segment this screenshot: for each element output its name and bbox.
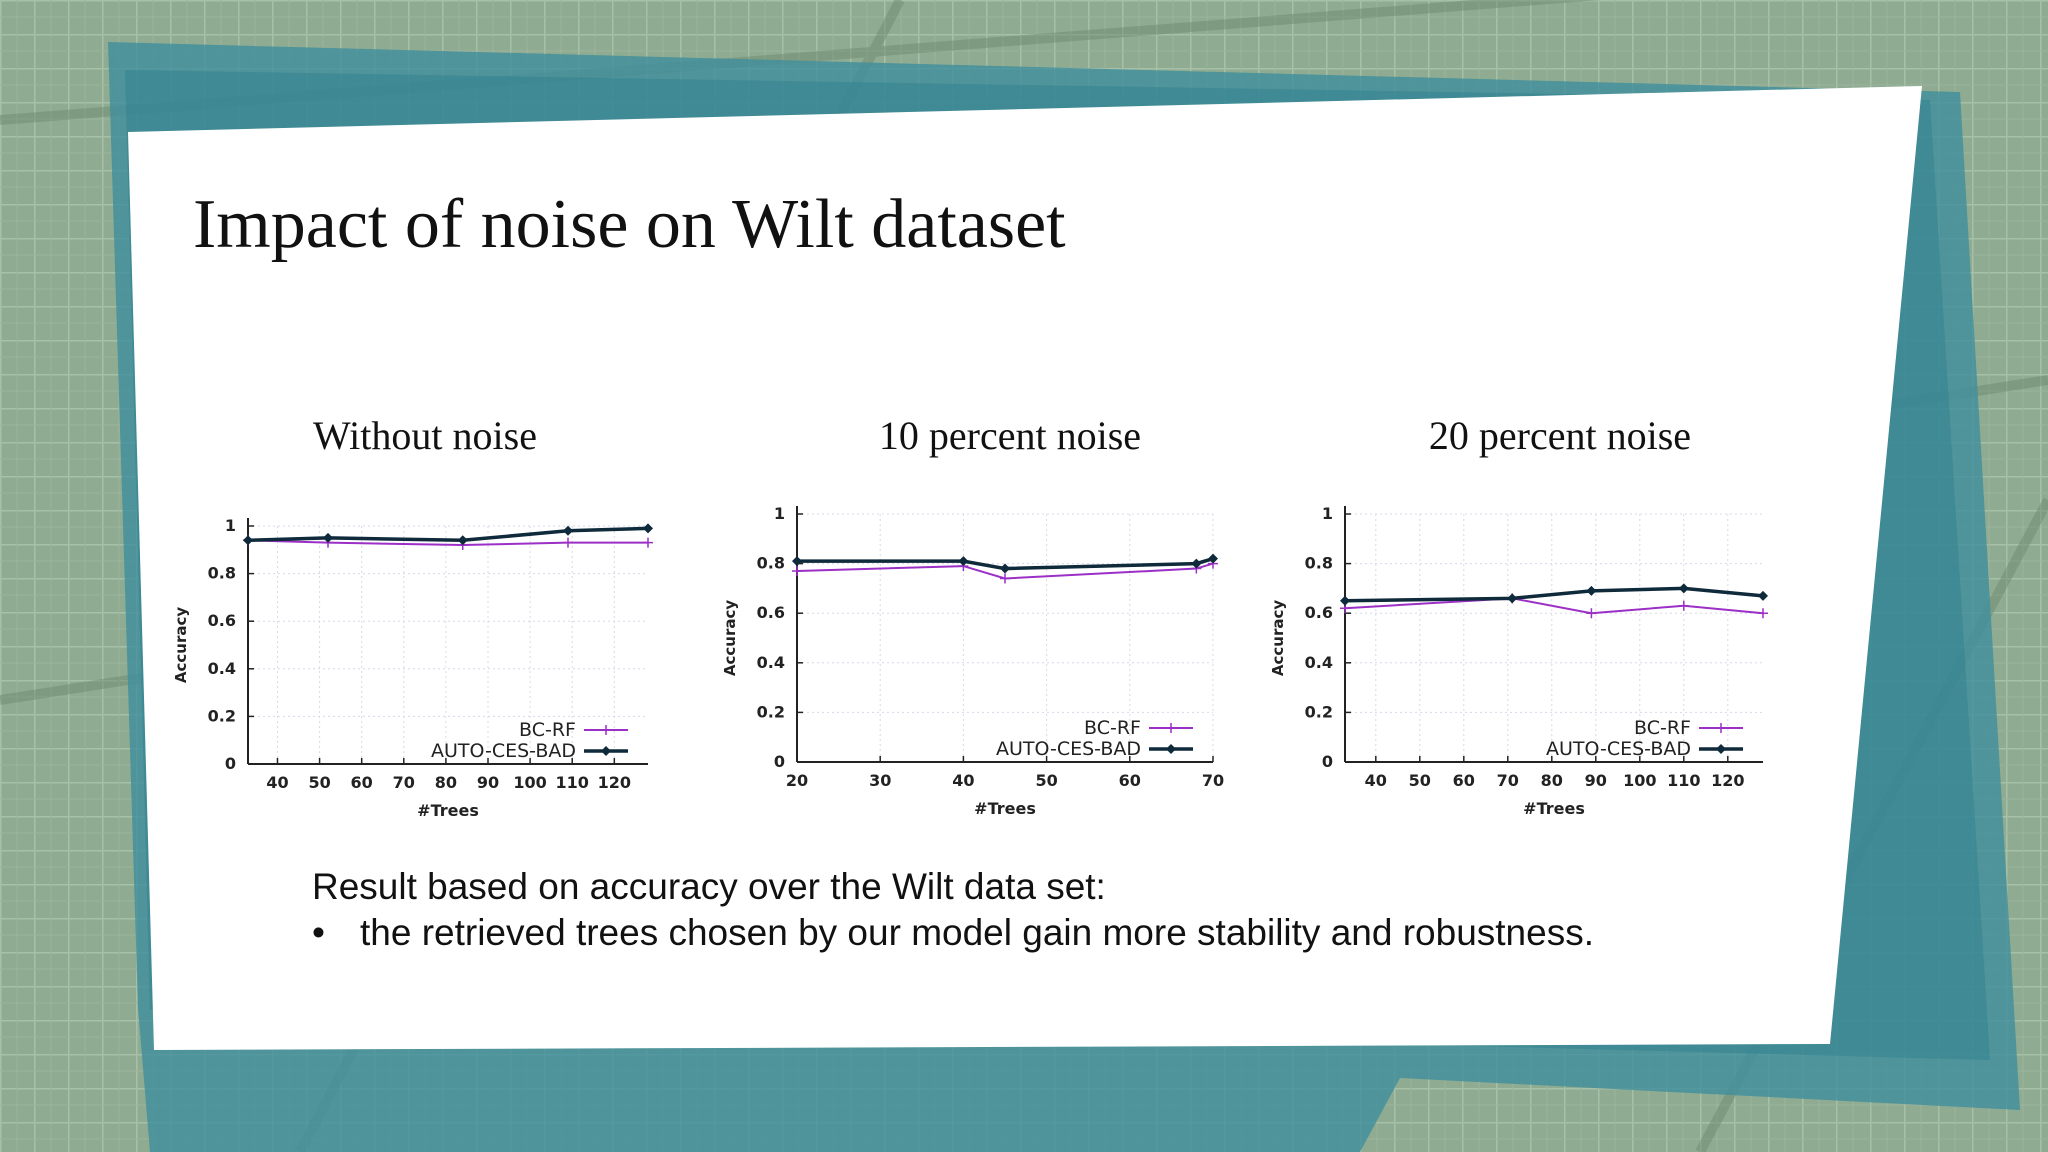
legend-marker bbox=[1716, 744, 1726, 754]
legend-label: BC-RF bbox=[1634, 717, 1691, 739]
x-tick-label: 50 bbox=[308, 773, 330, 792]
data-point-bc-rf bbox=[643, 537, 653, 548]
y-tick-label: 0.6 bbox=[1305, 603, 1333, 622]
x-tick-label: 90 bbox=[1585, 771, 1607, 790]
bullet-marker: • bbox=[312, 912, 325, 953]
x-axis-label: #Trees bbox=[1523, 799, 1585, 818]
y-tick-label: 0.4 bbox=[757, 653, 785, 672]
x-tick-label: 60 bbox=[1453, 771, 1475, 790]
series-line-auto-ces-bad bbox=[1344, 586, 1764, 603]
summary-text: Result based on accuracy over the Wilt d… bbox=[312, 866, 1106, 907]
y-tick-label: 0.2 bbox=[1305, 702, 1333, 721]
x-tick-label: 120 bbox=[598, 773, 631, 792]
chart-20-percent-noise: 40 50 60 70 80 90 100 110 120 0 0.2 0.4 0.6 0.8 1 #Tree… bbox=[1269, 504, 1768, 818]
legend-label: BC-RF bbox=[519, 719, 576, 741]
x-tick-label: 80 bbox=[435, 773, 457, 792]
data-point-bc-rf bbox=[563, 537, 573, 548]
x-tick-label: 40 bbox=[952, 771, 974, 790]
legend-label: AUTO-CES-BAD bbox=[996, 738, 1141, 760]
y-tick-label: 0.8 bbox=[208, 564, 236, 583]
data-point-bc-rf bbox=[1586, 608, 1597, 619]
data-point-bc-rf bbox=[1678, 600, 1689, 611]
y-tick-label: 0.8 bbox=[757, 554, 785, 573]
bullet-item: • the retrieved trees chosen by our model… bbox=[312, 912, 1594, 954]
x-tick-label: 20 bbox=[786, 771, 808, 790]
x-tick-label: 80 bbox=[1541, 771, 1563, 790]
data-point-auto-ces-bad bbox=[323, 532, 333, 543]
y-tick-label: 0.8 bbox=[1305, 554, 1333, 573]
y-tick-label: 0 bbox=[225, 754, 236, 773]
x-tick-label: 50 bbox=[1035, 771, 1057, 790]
x-axis-label: #Trees bbox=[417, 801, 479, 820]
x-tick-label: 40 bbox=[266, 773, 288, 792]
data-point-auto-ces-bad bbox=[1000, 563, 1010, 574]
chart-title-20-noise: 20 percent noise bbox=[1428, 413, 1692, 458]
y-tick-label: 1 bbox=[774, 504, 785, 523]
data-point-auto-ces-bad bbox=[1191, 558, 1202, 569]
legend-marker bbox=[1166, 723, 1176, 733]
data-point-bc-rf bbox=[1000, 573, 1010, 584]
data-point-auto-ces-bad bbox=[643, 523, 653, 534]
data-point-auto-ces-bad bbox=[563, 525, 573, 536]
x-tick-label: 120 bbox=[1711, 771, 1744, 790]
x-tick-label: 110 bbox=[1667, 771, 1700, 790]
data-point-auto-ces-bad bbox=[1507, 593, 1518, 604]
x-tick-label: 40 bbox=[1365, 771, 1387, 790]
legend-label: BC-RF bbox=[1084, 717, 1141, 739]
data-point-auto-ces-bad bbox=[1586, 585, 1597, 596]
y-tick-label: 0.6 bbox=[757, 603, 785, 622]
x-tick-label: 50 bbox=[1409, 771, 1431, 790]
data-point-auto-ces-bad bbox=[1678, 583, 1689, 594]
chart-title-10-noise: 10 percent noise bbox=[878, 413, 1142, 458]
x-tick-label: 30 bbox=[869, 771, 891, 790]
legend-marker bbox=[1716, 723, 1726, 733]
y-tick-label: 0 bbox=[774, 752, 785, 771]
x-tick-label: 110 bbox=[556, 773, 589, 792]
y-tick-label: 1 bbox=[1322, 504, 1333, 523]
legend-marker bbox=[601, 746, 611, 756]
y-tick-label: 0.6 bbox=[208, 611, 236, 630]
legend-marker bbox=[601, 725, 611, 735]
x-tick-label: 100 bbox=[513, 773, 546, 792]
y-tick-label: 0.2 bbox=[757, 702, 785, 721]
y-tick-label: 0.4 bbox=[1305, 653, 1333, 672]
data-point-auto-ces-bad bbox=[1340, 595, 1350, 606]
x-axis-label: #Trees bbox=[974, 799, 1036, 818]
y-tick-label: 0 bbox=[1322, 752, 1333, 771]
data-point-auto-ces-bad bbox=[1758, 590, 1768, 601]
slide-title: Impact of noise on Wilt dataset bbox=[193, 186, 1066, 263]
data-point-auto-ces-bad bbox=[243, 535, 253, 546]
y-axis-label: Accuracy bbox=[721, 600, 739, 676]
x-tick-label: 100 bbox=[1623, 771, 1656, 790]
series-line-auto-ces-bad bbox=[247, 526, 649, 543]
y-axis-label: Accuracy bbox=[1269, 600, 1287, 676]
bullet-text: the retrieved trees chosen by our model … bbox=[360, 912, 1594, 953]
data-point-auto-ces-bad bbox=[958, 556, 969, 567]
chart-title-no-noise: Without noise bbox=[313, 413, 537, 458]
data-point-auto-ces-bad bbox=[792, 556, 802, 567]
x-tick-label: 60 bbox=[1119, 771, 1141, 790]
y-tick-label: 1 bbox=[225, 516, 236, 535]
x-tick-label: 60 bbox=[351, 773, 373, 792]
data-point-auto-ces-bad bbox=[457, 535, 468, 546]
chart-10-percent-noise: 20 30 40 50 60 70 0 0.2 0.4 0.6 0.8 1 #Trees Accuracy… bbox=[721, 504, 1224, 818]
x-tick-label: 70 bbox=[1202, 771, 1224, 790]
data-point-bc-rf bbox=[1758, 608, 1768, 619]
data-point-auto-ces-bad bbox=[1208, 553, 1218, 564]
y-axis-label: Accuracy bbox=[172, 607, 190, 683]
y-tick-label: 0.4 bbox=[208, 659, 236, 678]
legend-label: AUTO-CES-BAD bbox=[431, 740, 576, 762]
x-tick-label: 70 bbox=[393, 773, 415, 792]
chart-without-noise: 40 50 60 70 80 90 100 110 120 0 0.2 0.4 0.6 0.8 1 #Tree… bbox=[172, 516, 653, 820]
data-point-bc-rf bbox=[792, 566, 802, 577]
legend-marker bbox=[1166, 744, 1176, 754]
legend-label: AUTO-CES-BAD bbox=[1546, 738, 1691, 760]
x-tick-label: 90 bbox=[477, 773, 499, 792]
x-tick-label: 70 bbox=[1497, 771, 1519, 790]
y-tick-label: 0.2 bbox=[208, 706, 236, 725]
